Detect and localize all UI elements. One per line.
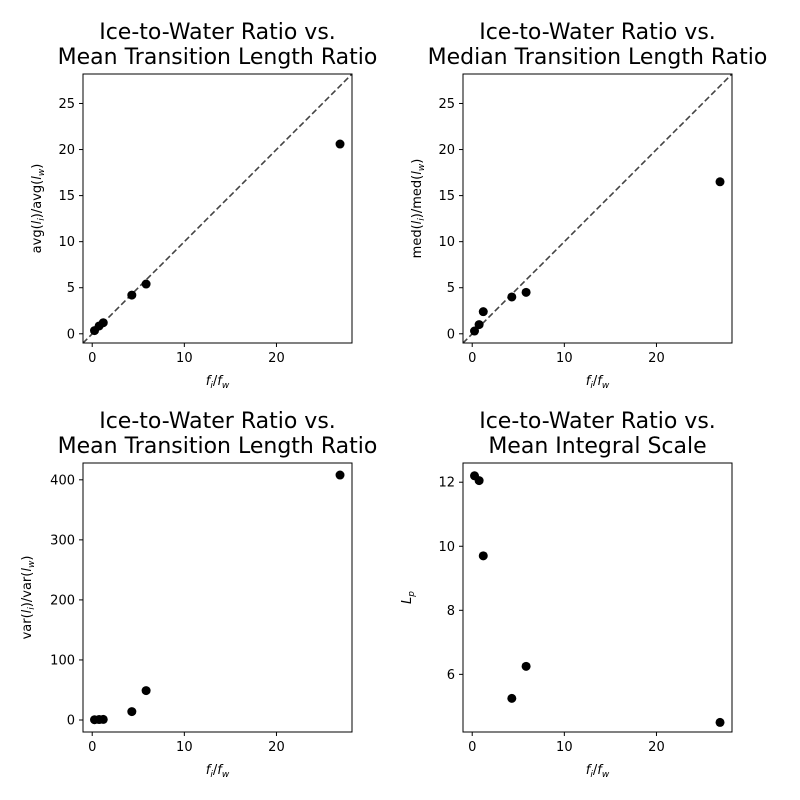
data-point [521,661,531,671]
x-tick-label: 10 [176,351,193,366]
y-tick-label: 20 [58,143,75,158]
axes-frame [462,462,733,733]
y-tick-label: 6 [447,668,455,683]
y-tick-label: 200 [50,593,75,608]
y-tick-label: 15 [438,189,455,204]
data-point [521,287,531,297]
data-point [507,292,517,302]
subplot-2: 0 10 20 0 5 10 15 20 25 Ice-to-Water Ratio vs.Med… [410,20,767,391]
data-point [335,470,345,480]
data-point [98,714,108,724]
data-point [141,279,151,289]
y-tick-label: 10 [438,235,455,250]
y-tick-label: 0 [67,713,75,728]
x-tick-label: 0 [88,351,96,366]
y-tick-label: 0 [447,327,455,342]
chart-title-line: Mean Transition Length Ratio [58,45,378,70]
y-tick-label: 12 [438,476,455,491]
y-tick-label: 5 [67,281,75,296]
data-point [478,551,488,561]
reference-line-y-equals-x [83,74,352,343]
chart-title-line: Mean Transition Length Ratio [58,434,378,459]
x-axis-label: fi/fw [586,763,610,780]
data-point [127,290,137,300]
x-tick-label: 10 [556,351,573,366]
x-tick-label: 20 [268,740,285,755]
x-axis-label: fi/fw [206,374,230,391]
y-tick-label: 0 [67,327,75,342]
data-point [715,717,725,727]
subplot-1: 0 10 20 0 5 10 15 20 25 Ice-to-Water Ratio vs.Mea… [30,20,377,391]
x-tick-label: 10 [176,740,193,755]
chart-title-line: Ice-to-Water Ratio vs. [99,409,336,434]
chart-title-line: Ice-to-Water Ratio vs. [479,20,716,45]
y-tick-label: 10 [58,235,75,250]
x-axis-label: fi/fw [586,374,610,391]
x-tick-label: 0 [88,740,96,755]
y-tick-label: 20 [438,143,455,158]
y-tick-label: 100 [50,653,75,668]
y-tick-label: 25 [438,97,455,112]
x-tick-label: 20 [648,351,665,366]
axes-frame [462,73,733,344]
chart-title-line: Mean Integral Scale [488,434,706,459]
chart-title-line: Median Transition Length Ratio [428,45,768,70]
subplot-4: 0 10 20 6 8 10 12 Ice-to-Water Ratio vs.Mean In… [400,409,733,780]
data-point [474,476,484,486]
data-point [478,307,488,317]
x-tick-label: 0 [468,740,476,755]
y-tick-label: 8 [447,604,455,619]
data-point [715,177,725,187]
x-tick-label: 20 [268,351,285,366]
y-axis-label: avg(li)/avg(lw) [30,164,47,254]
y-tick-label: 25 [58,97,75,112]
chart-title-line: Ice-to-Water Ratio vs. [99,20,336,45]
data-point [127,707,137,717]
data-point [335,139,345,149]
y-axis-label: Lp [400,591,417,604]
y-axis-label: med(li)/med(lw) [410,159,427,259]
axes-frame [82,462,353,733]
data-point [141,686,151,696]
x-tick-label: 10 [556,740,573,755]
x-axis-label: fi/fw [206,763,230,780]
y-tick-label: 10 [438,540,455,555]
y-tick-label: 15 [58,189,75,204]
y-tick-label: 5 [447,281,455,296]
y-tick-label: 300 [50,533,75,548]
data-point [507,693,517,703]
data-point [98,318,108,328]
data-point [470,326,480,336]
y-axis-label: var(li)/var(lw) [20,556,37,640]
axes-frame [82,73,353,344]
data-point [474,320,484,330]
chart-title-line: Ice-to-Water Ratio vs. [479,409,716,434]
x-tick-label: 20 [648,740,665,755]
y-tick-label: 400 [50,473,75,488]
x-tick-label: 0 [468,351,476,366]
